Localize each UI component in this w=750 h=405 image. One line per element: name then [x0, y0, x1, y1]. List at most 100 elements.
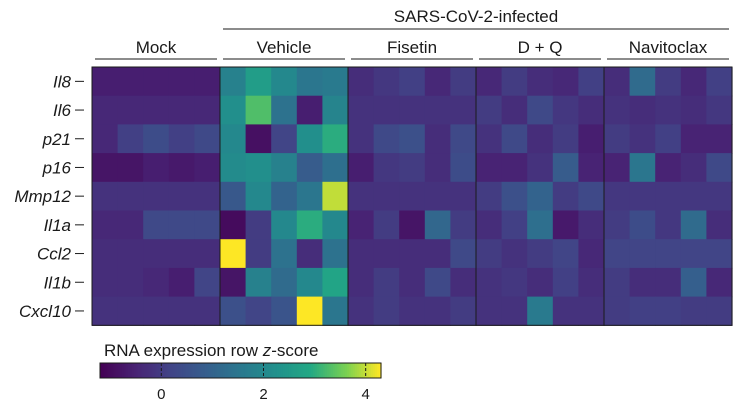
- heatmap-cell: [322, 153, 349, 183]
- heatmap-cell: [527, 296, 554, 326]
- colorbar-segment: [210, 363, 213, 378]
- colorbar-segment: [124, 363, 127, 378]
- colorbar-segment: [146, 363, 149, 378]
- colorbar-segment: [226, 363, 230, 378]
- colorbar-title-prefix: RNA expression row: [104, 341, 263, 360]
- heatmap-cell: [629, 153, 656, 183]
- colorbar-segment: [108, 363, 111, 378]
- heatmap-cell: [399, 239, 426, 269]
- colorbar-segment: [364, 363, 368, 378]
- colorbar-segment: [114, 363, 117, 378]
- colorbar-segment: [302, 363, 306, 378]
- colorbar-segment: [340, 363, 344, 378]
- group-frame: [603, 66, 733, 326]
- heatmap-cell: [501, 67, 528, 97]
- heatmap-cell: [629, 296, 656, 326]
- colorbar-segment: [346, 363, 350, 378]
- heatmap-cell: [629, 239, 656, 269]
- colorbar-segment: [208, 363, 211, 378]
- heatmap-cell: [117, 210, 144, 240]
- heatmap-cell: [92, 67, 119, 97]
- colorbar-segment: [102, 363, 105, 378]
- colorbar-segment: [310, 363, 314, 378]
- heatmap-cell: [168, 181, 195, 212]
- heatmap-cell: [296, 153, 323, 183]
- colorbar-segment: [314, 363, 318, 378]
- colorbar-segment: [338, 363, 342, 378]
- heatmap-cell: [373, 67, 400, 97]
- colorbar-segment: [376, 363, 380, 378]
- heatmap-cell: [578, 239, 605, 269]
- colorbar-segment: [280, 363, 284, 378]
- colorbar-segment: [192, 363, 195, 378]
- heatmap-cell: [655, 95, 682, 125]
- colorbar-segment: [278, 363, 282, 378]
- colorbar-frame: [99, 362, 382, 379]
- colorbar-segment: [126, 363, 129, 378]
- heatmap-cell: [604, 181, 631, 212]
- heatmap-cell: [527, 95, 554, 125]
- heatmap-cell: [476, 153, 503, 183]
- colorbar-segment: [234, 363, 238, 378]
- heatmap-cell: [117, 239, 144, 269]
- heatmap-cell: [92, 153, 119, 183]
- colorbar-segment: [106, 363, 109, 378]
- heatmap-cell: [168, 239, 195, 269]
- heatmap-cell: [117, 67, 144, 97]
- colorbar-segment: [242, 363, 246, 378]
- colorbar-title-italic: z: [262, 341, 272, 360]
- colorbar-segment: [248, 363, 252, 378]
- heatmap-cell: [271, 267, 298, 298]
- heatmap-cell: [168, 210, 195, 240]
- colorbar-segment: [348, 363, 352, 378]
- heatmap-cell: [706, 67, 733, 97]
- colorbar-segment: [306, 363, 310, 378]
- heatmap-cell: [92, 124, 119, 154]
- heatmap-cell: [578, 267, 605, 298]
- heatmap-cell: [168, 124, 195, 154]
- colorbar-segment: [316, 363, 320, 378]
- heatmap-cell: [143, 153, 170, 183]
- colorbar-segment: [168, 363, 171, 378]
- row-label: Il6: [53, 101, 72, 120]
- colorbar-segment: [344, 363, 348, 378]
- colorbar-segment: [224, 363, 228, 378]
- colorbar-segment: [296, 363, 300, 378]
- heatmap-cell: [501, 124, 528, 154]
- group-headers: Mock Vehicle Fisetin D + Q Navitoclax: [95, 38, 729, 60]
- colorbar-segment: [332, 363, 336, 378]
- heatmap-cell: [552, 67, 579, 97]
- heatmap-cell: [168, 267, 195, 298]
- colorbar-segment: [358, 363, 362, 378]
- heatmap-cell: [220, 95, 247, 125]
- colorbar-segment: [104, 363, 107, 378]
- heatmap-cell: [348, 95, 375, 125]
- heatmap-cell: [680, 296, 707, 326]
- heatmap-cell: [194, 153, 221, 183]
- colorbar-segment: [148, 363, 151, 378]
- colorbar-segment: [214, 363, 218, 378]
- colorbar-segment: [172, 363, 175, 378]
- heatmap-cell: [220, 267, 247, 298]
- heatmap-cell: [92, 296, 119, 326]
- colorbar-segment: [190, 363, 193, 378]
- colorbar-segment: [268, 363, 272, 378]
- heatmap-cell: [220, 153, 247, 183]
- heatmap-cell: [424, 95, 451, 125]
- heatmap-cell: [143, 267, 170, 298]
- colorbar-segment: [294, 363, 298, 378]
- heatmap-cell: [424, 296, 451, 326]
- colorbar-segment: [130, 363, 133, 378]
- heatmap-cell: [680, 267, 707, 298]
- heatmap-cell: [552, 267, 579, 298]
- colorbar-segment: [250, 363, 254, 378]
- colorbar-segment: [300, 363, 304, 378]
- colorbar-segment: [276, 363, 280, 378]
- heatmap-cell: [527, 210, 554, 240]
- heatmap-cell: [143, 296, 170, 326]
- colorbar-segment: [246, 363, 250, 378]
- heatmap-cell: [680, 67, 707, 97]
- colorbar-segment: [354, 363, 358, 378]
- colorbar-segment: [284, 363, 288, 378]
- colorbar-segment: [178, 363, 181, 378]
